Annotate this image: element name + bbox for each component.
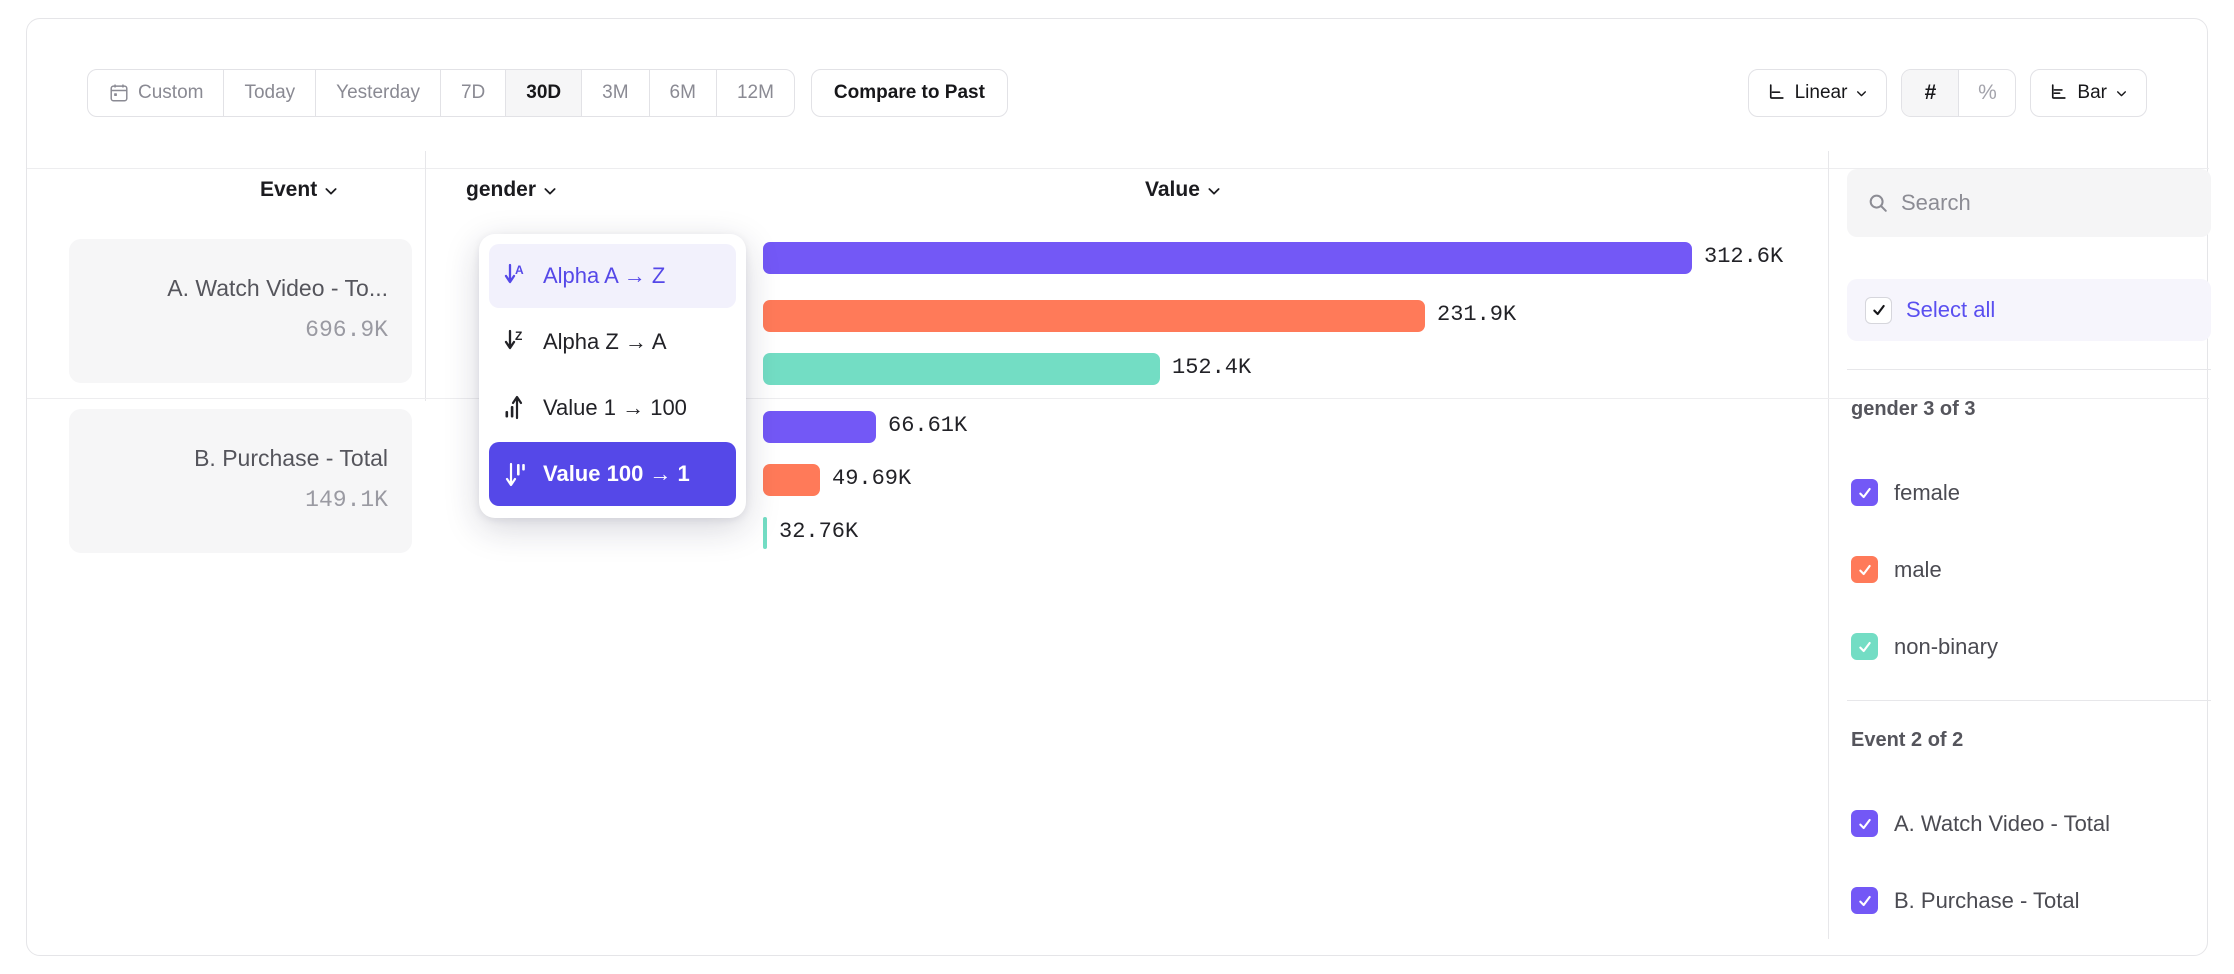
svg-text:A: A [515, 263, 524, 277]
svg-text:Z: Z [515, 329, 522, 343]
